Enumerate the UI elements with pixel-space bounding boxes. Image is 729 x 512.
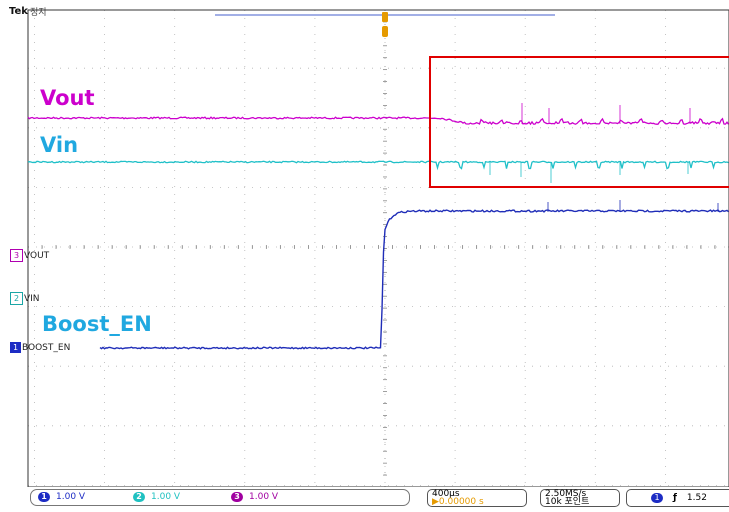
- ch2-ground-label: VIN: [24, 293, 40, 304]
- ch3-scale[interactable]: 3 1.00 V: [227, 491, 282, 503]
- ch2-ground-marker: 2 VIN: [10, 292, 40, 305]
- trigger-position: ▶0.00000 s: [432, 497, 484, 507]
- ch3-badge: 3: [231, 492, 243, 502]
- vin-annotation: Vin: [40, 133, 79, 157]
- vin-trace: [27, 160, 729, 171]
- ch1-scale-value: 1.00 V: [56, 492, 86, 502]
- vout-annotation: Vout: [40, 86, 95, 110]
- vout-trace: [27, 116, 729, 126]
- graticule: [27, 9, 729, 487]
- ch3-ground-label: VOUT: [24, 250, 50, 261]
- acquisition-panel[interactable]: 2.50MS/s 10k 포인트: [540, 489, 620, 507]
- ch1-scale[interactable]: 1 1.00 V: [34, 491, 89, 503]
- boost-en-annotation: Boost_EN: [42, 312, 152, 336]
- trigger-source-badge: 1: [651, 493, 663, 503]
- boost-en-trace: [99, 209, 729, 350]
- highlight-box: [429, 56, 729, 188]
- waveform-display: [27, 9, 729, 487]
- ch1-ground-marker: 1 BOOST_EN: [10, 342, 70, 353]
- sample-rate: 2.50MS/s: [545, 489, 587, 499]
- time-per-div: 400µs: [432, 489, 460, 499]
- timebase-panel[interactable]: 400µs ▶0.00000 s: [427, 489, 527, 507]
- ch3-ground-marker: 3 VOUT: [10, 249, 49, 262]
- trigger-slope-icon: ƒ: [673, 493, 677, 503]
- scope-header: Tek 정지: [9, 4, 47, 18]
- trigger-position-marker: [382, 12, 388, 37]
- channel-scale-panel: [30, 489, 410, 506]
- waveforms: [27, 103, 729, 350]
- ch3-scale-value: 1.00 V: [249, 492, 279, 502]
- ch2-badge: 2: [133, 492, 145, 502]
- record-length: 10k 포인트: [545, 497, 590, 507]
- status-bar: 1 1.00 V 2 1.00 V 3 1.00 V 400µs ▶0.0000…: [0, 487, 729, 509]
- ch3-marker-icon: 3: [10, 249, 23, 262]
- acquisition-state: 정지: [29, 7, 47, 18]
- ch2-marker-icon: 2: [10, 292, 23, 305]
- trigger-panel[interactable]: 1 ƒ 1.52: [626, 489, 729, 507]
- trigger-level: 1.52: [686, 493, 707, 503]
- ch1-badge: 1: [38, 492, 50, 502]
- ch1-ground-label: BOOST_EN: [22, 342, 71, 353]
- ch2-scale-value: 1.00 V: [151, 492, 181, 502]
- brand-label: Tek: [9, 5, 28, 17]
- ch1-marker-icon: 1: [10, 342, 21, 353]
- waveform-area-frame: [27, 9, 729, 487]
- ch2-scale[interactable]: 2 1.00 V: [129, 491, 184, 503]
